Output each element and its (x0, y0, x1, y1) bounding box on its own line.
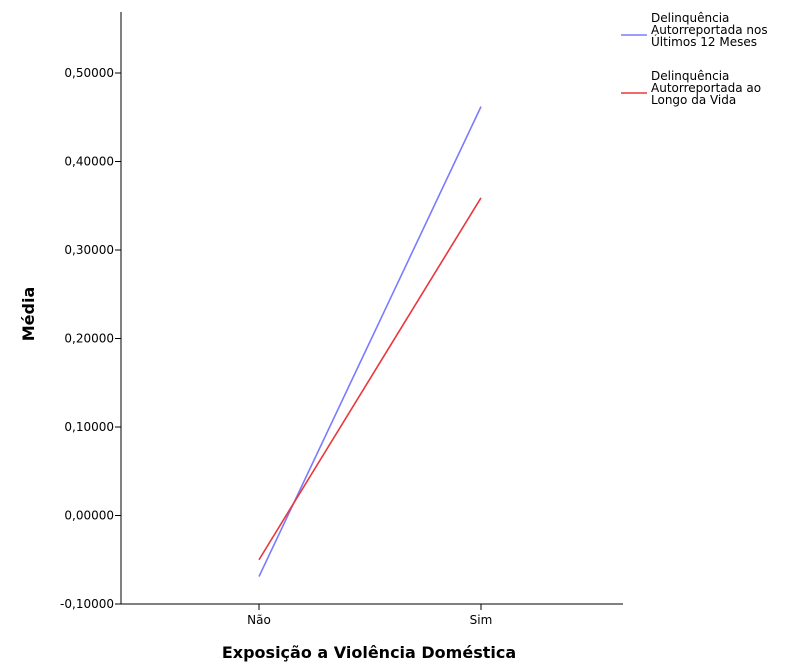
y-tick-label: 0,30000 (64, 243, 114, 257)
legend-label-1-line-3: Últimos 12 Meses (651, 34, 757, 49)
y-axis-title: Média (19, 287, 38, 342)
y-tick-label: -0,10000 (60, 597, 114, 611)
y-tick-label: 0,10000 (64, 420, 114, 434)
y-tick-label: 0,50000 (64, 66, 114, 80)
legend-label-2-line-1: Delinquência (651, 69, 729, 83)
x-axis-title: Exposição a Violência Doméstica (222, 643, 516, 662)
legend-label-2-line-2: Autorreportada ao (651, 81, 761, 95)
x-tick-label: Sim (470, 613, 493, 627)
y-tick-label: 0,00000 (64, 509, 114, 523)
x-ticks: Não Sim (247, 604, 492, 627)
y-tick-label: 0,40000 (64, 155, 114, 169)
legend-label-2-line-3: Longo da Vida (651, 93, 736, 107)
y-ticks: -0,10000 0,00000 0,10000 0,20000 0,30000 0,40… (60, 66, 121, 611)
legend-label-1-line-2: Autorreportada nos (651, 23, 768, 37)
x-tick-label: Não (247, 613, 271, 627)
series-line-2 (258, 197, 482, 561)
series-layer (258, 106, 482, 577)
legend-label-1-line-1: Delinquência (651, 11, 729, 25)
y-tick-label: 0,20000 (64, 332, 114, 346)
